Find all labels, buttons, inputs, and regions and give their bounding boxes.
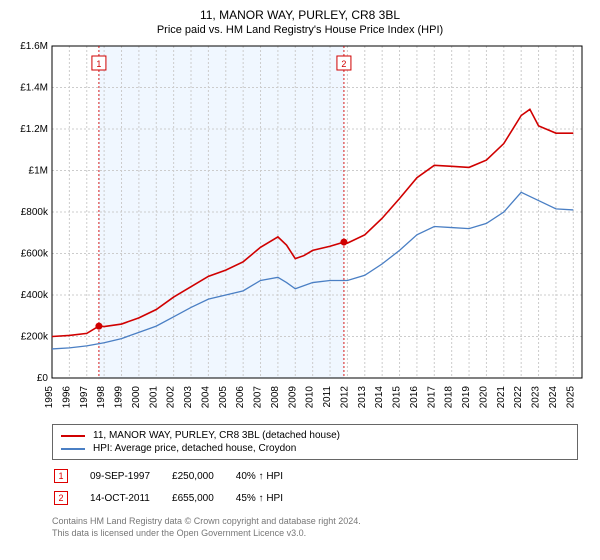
svg-text:2024: 2024 (548, 386, 559, 409)
svg-text:£1.6M: £1.6M (20, 42, 48, 52)
svg-text:2018: 2018 (444, 386, 455, 409)
sale-markers-table: 1 09-SEP-1997 £250,000 40% ↑ HPI 2 14-OC… (52, 464, 305, 510)
svg-text:£400k: £400k (21, 290, 49, 301)
legend-item: 11, MANOR WAY, PURLEY, CR8 3BL (detached… (61, 429, 569, 442)
sale-vs-hpi: 40% ↑ HPI (236, 466, 303, 486)
svg-text:2004: 2004 (200, 386, 211, 409)
svg-text:2020: 2020 (478, 386, 489, 409)
svg-text:2014: 2014 (374, 386, 385, 409)
svg-text:2015: 2015 (392, 386, 403, 409)
svg-text:2017: 2017 (426, 386, 437, 409)
svg-text:£800k: £800k (21, 207, 49, 218)
svg-text:1998: 1998 (96, 386, 107, 409)
svg-text:2: 2 (341, 59, 346, 69)
svg-text:2016: 2016 (409, 386, 420, 409)
footer-line: This data is licensed under the Open Gov… (52, 528, 578, 540)
legend-item: HPI: Average price, detached house, Croy… (61, 442, 569, 455)
svg-text:2025: 2025 (565, 386, 576, 409)
sale-price: £655,000 (172, 488, 234, 508)
footer-attribution: Contains HM Land Registry data © Crown c… (52, 516, 578, 539)
svg-text:2019: 2019 (461, 386, 472, 409)
svg-text:£0: £0 (37, 373, 49, 384)
svg-text:1995: 1995 (44, 386, 55, 409)
svg-text:1999: 1999 (114, 386, 125, 409)
line-chart: £0 £200k £400k £600k £800k £1M £1.2M £1.4M £1.6M… (8, 42, 596, 418)
svg-text:2022: 2022 (513, 386, 524, 409)
chart-subtitle: Price paid vs. HM Land Registry's House … (8, 24, 592, 36)
svg-text:£1.2M: £1.2M (20, 124, 48, 135)
svg-text:1996: 1996 (61, 386, 72, 409)
marker-badge-icon: 1 (54, 469, 68, 483)
svg-text:2007: 2007 (253, 386, 264, 409)
chart-title: 11, MANOR WAY, PURLEY, CR8 3BL (8, 8, 592, 22)
svg-text:2006: 2006 (235, 386, 246, 409)
table-row: 2 14-OCT-2011 £655,000 45% ↑ HPI (54, 488, 303, 508)
legend-label: 11, MANOR WAY, PURLEY, CR8 3BL (detached… (93, 430, 340, 441)
legend: 11, MANOR WAY, PURLEY, CR8 3BL (detached… (52, 424, 578, 460)
svg-text:£200k: £200k (21, 332, 49, 343)
svg-text:1997: 1997 (79, 386, 90, 409)
svg-text:2001: 2001 (148, 386, 159, 409)
svg-text:2008: 2008 (270, 386, 281, 409)
sale-vs-hpi: 45% ↑ HPI (236, 488, 303, 508)
table-row: 1 09-SEP-1997 £250,000 40% ↑ HPI (54, 466, 303, 486)
footer-line: Contains HM Land Registry data © Crown c… (52, 516, 578, 528)
marker-badge-icon: 2 (54, 491, 68, 505)
svg-text:£1M: £1M (29, 166, 48, 177)
svg-text:2002: 2002 (166, 386, 177, 409)
legend-swatch-icon (61, 448, 85, 450)
svg-text:2021: 2021 (496, 386, 507, 409)
legend-swatch-icon (61, 435, 85, 437)
svg-text:2003: 2003 (183, 386, 194, 409)
legend-label: HPI: Average price, detached house, Croy… (93, 443, 296, 454)
svg-text:£600k: £600k (21, 249, 49, 260)
svg-text:2013: 2013 (357, 386, 368, 409)
sale-price: £250,000 (172, 466, 234, 486)
sale-date: 14-OCT-2011 (90, 488, 170, 508)
svg-text:2009: 2009 (287, 386, 298, 409)
svg-text:2010: 2010 (305, 386, 316, 409)
svg-text:2023: 2023 (531, 386, 542, 409)
svg-text:2011: 2011 (322, 386, 333, 408)
svg-text:1: 1 (96, 59, 101, 69)
svg-text:£1.4M: £1.4M (20, 83, 48, 94)
svg-text:2000: 2000 (131, 386, 142, 409)
svg-text:2005: 2005 (218, 386, 229, 409)
svg-text:2012: 2012 (339, 386, 350, 409)
chart-area: £0 £200k £400k £600k £800k £1M £1.2M £1.4M £1.6M… (8, 42, 592, 418)
sale-date: 09-SEP-1997 (90, 466, 170, 486)
